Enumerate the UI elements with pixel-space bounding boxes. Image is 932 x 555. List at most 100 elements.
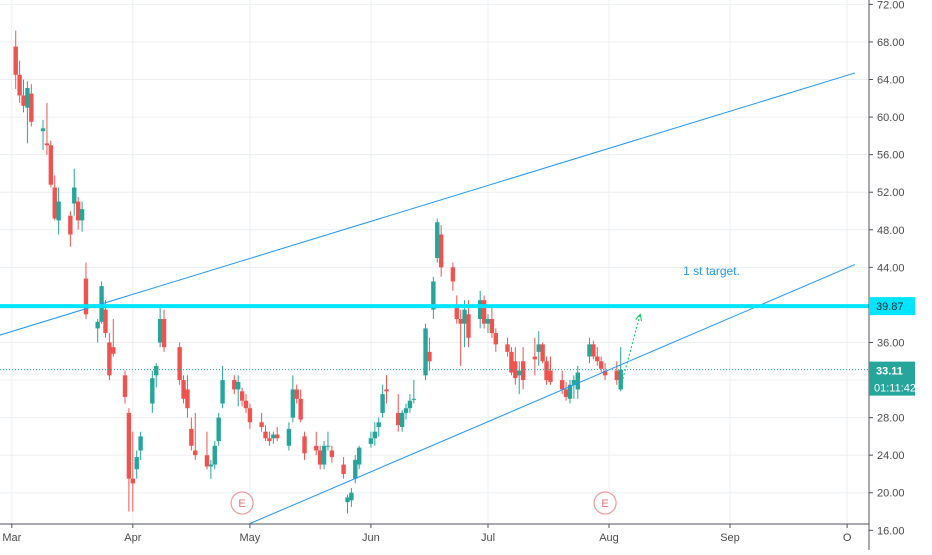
drawings[interactable]: 1 st target. E E <box>0 72 869 550</box>
candle-down[interactable] <box>13 30 18 89</box>
candle-down[interactable] <box>384 375 389 404</box>
candle-up[interactable] <box>356 445 362 470</box>
candle-down[interactable] <box>438 225 444 277</box>
candle-down[interactable] <box>193 412 198 460</box>
candle-up[interactable] <box>286 422 292 451</box>
earnings-event-marker[interactable]: E <box>593 491 617 515</box>
candle-down[interactable] <box>563 381 569 401</box>
candle-down[interactable] <box>83 262 89 319</box>
candle-up[interactable] <box>376 417 381 437</box>
candle-down[interactable] <box>513 347 518 385</box>
candle-up[interactable] <box>150 370 155 413</box>
candle-down[interactable] <box>185 375 190 418</box>
candle-down[interactable] <box>126 408 132 512</box>
candle-down[interactable] <box>122 370 128 404</box>
candle-up[interactable] <box>399 410 405 432</box>
candle-down[interactable] <box>52 175 57 221</box>
candle-down[interactable] <box>481 295 487 329</box>
candle-up[interactable] <box>290 375 296 423</box>
candle-up[interactable] <box>271 431 276 444</box>
candle-up[interactable] <box>477 290 483 329</box>
candle-up[interactable] <box>157 304 163 348</box>
candle-down[interactable] <box>595 347 600 366</box>
candle-up[interactable] <box>134 450 139 479</box>
candle-down[interactable] <box>509 347 514 376</box>
candle-down[interactable] <box>329 445 335 463</box>
candle-down[interactable] <box>21 79 26 113</box>
candle-down[interactable] <box>68 210 73 247</box>
candle-up[interactable] <box>220 365 225 409</box>
candle-down[interactable] <box>614 361 620 385</box>
candle-down[interactable] <box>48 140 54 188</box>
candles[interactable] <box>13 30 623 514</box>
candle-up[interactable] <box>575 365 580 399</box>
candle-down[interactable] <box>263 425 268 442</box>
level-price-tag[interactable] <box>869 297 915 316</box>
candle-down[interactable] <box>29 84 34 127</box>
candle-up[interactable] <box>154 363 159 388</box>
candle-down[interactable] <box>232 375 237 395</box>
candle-up[interactable] <box>380 384 385 418</box>
candle-up[interactable] <box>435 218 440 263</box>
candle-up[interactable] <box>372 422 378 446</box>
candle-down[interactable] <box>44 102 50 155</box>
candle-up[interactable] <box>403 403 409 420</box>
candle-down[interactable] <box>548 356 553 385</box>
candle-up[interactable] <box>95 318 100 343</box>
candle-up[interactable] <box>325 431 331 451</box>
candle-up[interactable] <box>25 81 30 144</box>
last-price-tag[interactable] <box>869 361 915 396</box>
candle-down[interactable] <box>544 356 549 385</box>
candle-up[interactable] <box>138 431 143 460</box>
candle-up[interactable] <box>216 412 221 446</box>
candle-down[interactable] <box>302 431 307 460</box>
candle-up[interactable] <box>431 276 436 319</box>
candle-down[interactable] <box>247 403 253 429</box>
candle-up[interactable] <box>79 201 85 232</box>
candle-down[interactable] <box>505 337 510 357</box>
candle-down[interactable] <box>275 427 280 442</box>
candle-down[interactable] <box>598 356 604 373</box>
candle-up[interactable] <box>423 323 428 381</box>
candle-up[interactable] <box>40 119 46 150</box>
candle-down[interactable] <box>243 394 249 413</box>
lower-channel-line[interactable] <box>164 264 856 550</box>
candle-up[interactable] <box>56 187 61 235</box>
candle-down[interactable] <box>177 342 182 385</box>
candle-up[interactable] <box>72 168 77 216</box>
candle-down[interactable] <box>204 431 210 470</box>
annotation-text[interactable]: 1 st target. <box>683 264 740 278</box>
candle-down[interactable] <box>532 337 538 376</box>
candle-up[interactable] <box>212 441 217 470</box>
candle-up[interactable] <box>407 394 413 413</box>
candle-down[interactable] <box>107 333 112 381</box>
candle-up[interactable] <box>517 361 522 395</box>
candle-down[interactable] <box>189 417 194 451</box>
candle-down[interactable] <box>520 347 526 390</box>
candle-down[interactable] <box>17 60 22 103</box>
candle-up[interactable] <box>485 314 491 334</box>
candle-up[interactable] <box>345 494 350 514</box>
candle-down[interactable] <box>267 431 272 446</box>
candle-down[interactable] <box>341 457 346 479</box>
candle-down[interactable] <box>450 262 456 291</box>
candle-down[interactable] <box>111 318 116 357</box>
candle-down[interactable] <box>181 375 186 404</box>
candle-down[interactable] <box>427 337 432 371</box>
candle-down[interactable] <box>317 445 323 470</box>
candle-up[interactable] <box>368 431 374 448</box>
candle-up[interactable] <box>235 375 241 407</box>
candle-up[interactable] <box>411 380 417 404</box>
candle-down[interactable] <box>294 384 299 404</box>
candle-down[interactable] <box>396 394 401 432</box>
candle-up[interactable] <box>99 281 104 324</box>
candle-up[interactable] <box>571 375 577 399</box>
candle-down[interactable] <box>591 340 596 360</box>
candle-up[interactable] <box>567 380 573 404</box>
candle-up[interactable] <box>208 459 214 479</box>
upper-channel-line[interactable] <box>0 72 856 343</box>
candle-down[interactable] <box>540 342 545 364</box>
